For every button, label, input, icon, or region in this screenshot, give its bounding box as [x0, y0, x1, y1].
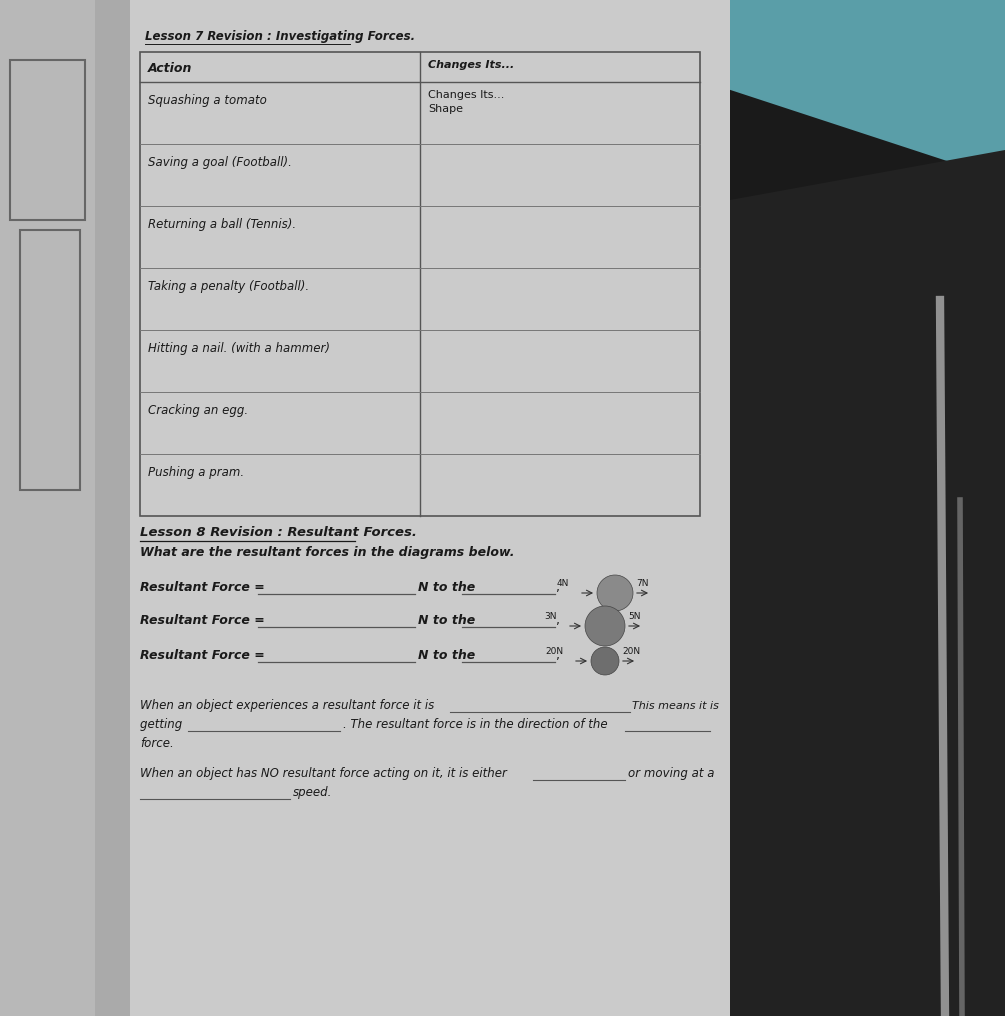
- Circle shape: [597, 575, 633, 611]
- Circle shape: [585, 606, 625, 646]
- Polygon shape: [700, 0, 1005, 10]
- Text: When an object has NO resultant force acting on it, it is either: When an object has NO resultant force ac…: [140, 767, 511, 780]
- Polygon shape: [100, 0, 730, 1016]
- Polygon shape: [0, 0, 100, 1016]
- Text: This means it is: This means it is: [632, 701, 719, 711]
- Polygon shape: [95, 0, 130, 1016]
- Text: Resultant Force =: Resultant Force =: [140, 581, 264, 594]
- Text: Resultant Force =: Resultant Force =: [140, 614, 264, 627]
- Text: 5N: 5N: [628, 612, 640, 621]
- Text: 7N: 7N: [636, 579, 648, 588]
- Text: 4N: 4N: [557, 579, 569, 588]
- Text: Lesson 8 Revision : Resultant Forces.: Lesson 8 Revision : Resultant Forces.: [140, 526, 417, 539]
- Text: Saving a goal (Football).: Saving a goal (Football).: [148, 156, 291, 169]
- Text: Lesson 7 Revision : Investigating Forces.: Lesson 7 Revision : Investigating Forces…: [145, 30, 415, 43]
- Text: Returning a ball (Tennis).: Returning a ball (Tennis).: [148, 218, 296, 231]
- Text: Shape: Shape: [428, 104, 463, 114]
- Text: . The resultant force is in the direction of the: . The resultant force is in the directio…: [343, 718, 611, 731]
- Text: Taking a penalty (Football).: Taking a penalty (Football).: [148, 280, 310, 293]
- Text: force.: force.: [140, 737, 174, 750]
- Text: What are the resultant forces in the diagrams below.: What are the resultant forces in the dia…: [140, 546, 515, 559]
- Text: When an object experiences a resultant force it is: When an object experiences a resultant f…: [140, 699, 438, 712]
- Text: Action: Action: [148, 62, 192, 75]
- Text: or moving at a: or moving at a: [628, 767, 715, 780]
- Text: getting: getting: [140, 718, 186, 731]
- Text: ,: ,: [556, 581, 560, 594]
- Text: N to the: N to the: [418, 614, 475, 627]
- Text: 20N: 20N: [545, 647, 563, 656]
- Text: N to the: N to the: [418, 649, 475, 662]
- Text: Hitting a nail. (with a hammer): Hitting a nail. (with a hammer): [148, 342, 330, 355]
- Polygon shape: [730, 150, 1005, 1016]
- Text: 3N: 3N: [545, 612, 557, 621]
- Text: Pushing a pram.: Pushing a pram.: [148, 466, 244, 479]
- Text: speed.: speed.: [293, 786, 333, 799]
- Polygon shape: [620, 0, 1005, 180]
- Text: Cracking an egg.: Cracking an egg.: [148, 404, 248, 417]
- Text: Squashing a tomato: Squashing a tomato: [148, 94, 267, 107]
- Circle shape: [591, 647, 619, 675]
- Text: Changes Its...: Changes Its...: [428, 90, 505, 100]
- Text: Changes Its...: Changes Its...: [428, 60, 515, 70]
- Text: Resultant Force =: Resultant Force =: [140, 649, 264, 662]
- Text: N to the: N to the: [418, 581, 475, 594]
- Text: ,: ,: [556, 649, 560, 662]
- Text: ,: ,: [556, 614, 560, 627]
- Text: 20N: 20N: [622, 647, 640, 656]
